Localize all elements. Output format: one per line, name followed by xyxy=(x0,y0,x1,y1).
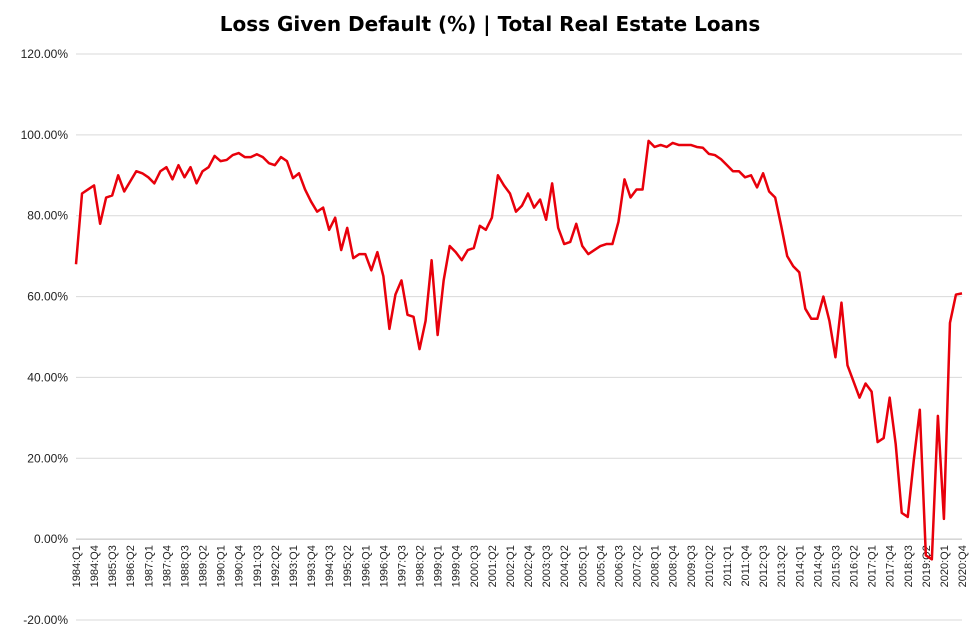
y-tick-label: 60.00% xyxy=(27,290,68,304)
x-tick-label: 2003:Q3 xyxy=(541,545,553,587)
x-tick-label: 2008:Q1 xyxy=(650,545,662,587)
y-axis-tick-labels: -20.00% 0.00% 20.00% 40.00% 60.00% 80.00% 100.… xyxy=(21,47,69,627)
x-tick-label: 1984:Q1 xyxy=(71,545,83,587)
y-tick-label: 0.00% xyxy=(34,532,68,546)
x-tick-label: 1987:Q4 xyxy=(161,545,173,587)
x-tick-label: 2011:Q1 xyxy=(722,545,734,586)
x-tick-label: 1996:Q4 xyxy=(378,545,390,587)
x-tick-label: 2017:Q1 xyxy=(867,545,879,587)
x-tick-label: 1994:Q3 xyxy=(324,545,336,587)
x-tick-label: 2007:Q2 xyxy=(632,545,644,587)
x-tick-label: 2011:Q4 xyxy=(740,545,752,586)
x-tick-label: 2002:Q1 xyxy=(505,545,517,587)
x-tick-label: 2020:Q4 xyxy=(957,545,969,587)
x-tick-label: 1989:Q2 xyxy=(198,545,210,587)
x-tick-label: 2014:Q1 xyxy=(794,545,806,587)
x-tick-label: 1984:Q4 xyxy=(89,545,101,587)
x-tick-label: 2005:Q1 xyxy=(577,545,589,587)
x-tick-label: 2002:Q4 xyxy=(523,545,535,587)
x-tick-label: 1993:Q4 xyxy=(306,545,318,587)
x-tick-label: 2000:Q3 xyxy=(469,545,481,587)
y-tick-label: 120.00% xyxy=(21,47,69,61)
x-tick-label: 1993:Q1 xyxy=(288,545,300,587)
y-tick-label: 80.00% xyxy=(27,209,68,223)
x-tick-label: 1999:Q4 xyxy=(451,545,463,587)
x-tick-label: 2016:Q2 xyxy=(849,545,861,587)
x-tick-label: 1991:Q3 xyxy=(252,545,264,587)
x-tick-label: 2018:Q3 xyxy=(903,545,915,587)
x-tick-label: 2014:Q4 xyxy=(812,545,824,587)
x-tick-label: 1990:Q1 xyxy=(216,545,228,587)
x-tick-label: 1985:Q3 xyxy=(107,545,119,587)
x-tick-label: 2017:Q4 xyxy=(885,545,897,587)
x-tick-label: 2004:Q2 xyxy=(559,545,571,587)
x-tick-label: 2006:Q3 xyxy=(613,545,625,587)
x-tick-label: 2012:Q3 xyxy=(758,545,770,587)
x-tick-label: 1987:Q1 xyxy=(143,545,155,587)
x-tick-label: 2008:Q4 xyxy=(668,545,680,587)
x-tick-label: 2005:Q4 xyxy=(595,545,607,587)
x-tick-label: 1992:Q2 xyxy=(270,545,282,587)
y-tick-label: -20.00% xyxy=(23,613,68,627)
x-tick-label: 1999:Q1 xyxy=(433,545,445,587)
x-tick-label: 2015:Q3 xyxy=(830,545,842,587)
series-layer xyxy=(74,139,963,561)
x-tick-label: 1988:Q3 xyxy=(179,545,191,587)
x-axis-tick-labels: 1984:Q1 1984:Q4 1985:Q3 1986:Q2 1987:Q1 1987:… xyxy=(71,545,969,587)
x-tick-label: 1996:Q1 xyxy=(360,545,372,587)
y-tick-label: 40.00% xyxy=(27,370,68,384)
x-tick-label: 2013:Q2 xyxy=(776,545,788,587)
x-tick-label: 1998:Q2 xyxy=(415,545,427,587)
x-tick-label: 1986:Q2 xyxy=(125,545,137,587)
x-tick-label: 1990:Q4 xyxy=(234,545,246,587)
chart-title: Loss Given Default (%) | Total Real Esta… xyxy=(219,12,761,36)
x-tick-label: 2010:Q2 xyxy=(704,545,716,587)
x-tick-label: 2009:Q3 xyxy=(686,545,698,587)
y-tick-label: 100.00% xyxy=(21,128,69,142)
x-tick-label: 1995:Q2 xyxy=(342,545,354,587)
y-tick-label: 20.00% xyxy=(27,451,68,465)
gridlines xyxy=(76,53,962,621)
x-tick-label: 2019:Q2 xyxy=(921,545,933,587)
x-tick-label: 2001:Q2 xyxy=(487,545,499,587)
x-tick-label: 1997:Q3 xyxy=(396,545,408,587)
x-tick-label: 2020:Q1 xyxy=(939,545,951,587)
series-line xyxy=(74,139,963,561)
